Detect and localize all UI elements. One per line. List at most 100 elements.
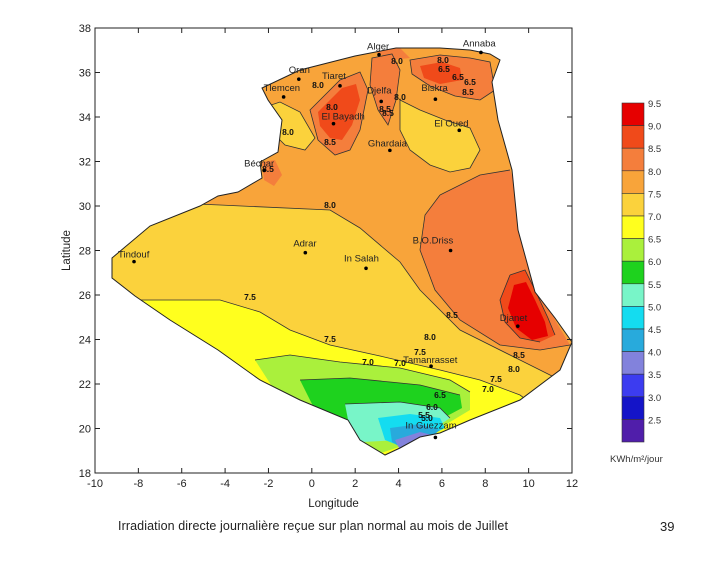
city-label: Tiaret — [322, 71, 346, 82]
city-label: Annaba — [463, 38, 496, 49]
legend-label: 3.5 — [648, 370, 661, 381]
contour-label: 8.5 — [513, 350, 525, 360]
contour-label: 8.0 — [312, 80, 324, 90]
city-marker — [132, 259, 136, 264]
legend-label: 6.0 — [648, 257, 661, 268]
legend-label: 3.0 — [648, 393, 661, 404]
legend-label: 5.5 — [648, 280, 661, 291]
city-label: In Guezzam — [405, 420, 456, 431]
contour-labels: 8.0 8.08.08.08.08.08.58.58.56.56.5 6.58.07… — [244, 55, 525, 423]
city-marker — [331, 121, 336, 126]
city-label: Tindouf — [118, 250, 150, 261]
y-tick-label: 24 — [79, 335, 91, 347]
city-marker — [379, 99, 384, 104]
y-tick-label: 28 — [79, 246, 91, 258]
legend-swatch — [621, 193, 645, 217]
x-tick-label: 8 — [482, 478, 488, 490]
city-label: Oran — [289, 65, 310, 76]
city-marker — [479, 50, 483, 55]
zone-8.5-bechar — [262, 160, 282, 186]
city-label: Alger — [367, 42, 389, 53]
legend-label: 7.0 — [648, 212, 661, 223]
city-marker — [281, 95, 286, 99]
legend-swatch — [621, 102, 645, 126]
zone-7.5-north — [400, 100, 480, 172]
contour-label: 7.0 — [482, 384, 494, 394]
zone-9.0-bayadh — [318, 84, 360, 140]
city-marker — [338, 84, 342, 88]
legend-swatch — [621, 147, 645, 172]
y-tick-label: 20 — [79, 424, 91, 436]
x-tick-label: 2 — [352, 478, 358, 490]
legend-swatch — [621, 419, 645, 443]
contour-label: 8.5 — [262, 164, 274, 174]
contour-label: 8.5 — [462, 87, 474, 97]
contour-label: 8.0 — [394, 92, 406, 102]
city-marker — [448, 248, 453, 253]
x-tick-label: 6 — [439, 478, 445, 490]
contour-label: 5.0 — [421, 413, 433, 423]
legend-label: 7.5 — [648, 189, 661, 200]
legend-swatch — [621, 215, 645, 239]
legend-label: 8.0 — [648, 167, 661, 178]
contour-label: 8.5 — [324, 137, 336, 147]
legend-label: 4.0 — [648, 348, 661, 359]
contour-label: 8.5 — [382, 108, 394, 118]
city-marker — [429, 364, 433, 369]
legend: 9.5 9.0 8.5 8.0 7.5 7.0 6.5 6.0 5.5 5.0 4.5 4.0 3.5 3… — [610, 99, 663, 465]
city-marker — [457, 128, 462, 133]
legend-swatch — [621, 283, 645, 307]
contour-label: 7.0 — [362, 357, 374, 367]
legend-label: 6.5 — [648, 235, 661, 246]
x-tick-label: -2 — [264, 478, 274, 490]
contour-label: 6.5 — [452, 72, 464, 82]
city-marker — [388, 148, 392, 153]
x-tick-label: 10 — [523, 478, 535, 490]
y-tick-label: 18 — [79, 468, 91, 480]
y-tick-label: 34 — [79, 112, 91, 124]
contour-label: 8.0 — [324, 200, 336, 210]
contour-label: 6.5 — [438, 64, 450, 74]
contour-label: 8.0 — [326, 102, 338, 112]
city-label: El Bayadh — [322, 112, 365, 123]
y-tick-label: 22 — [79, 379, 91, 391]
x-tick-label: -10 — [87, 478, 103, 490]
legend-label: 9.0 — [648, 122, 661, 133]
contour-label: 8.0 — [508, 364, 520, 374]
contour-label: 6.0 — [426, 402, 438, 412]
legend-swatch — [621, 351, 645, 375]
legend-swatch — [621, 260, 645, 285]
x-tick-label: -4 — [220, 478, 230, 490]
y-tick-label: 38 — [79, 23, 91, 35]
city-marker — [377, 52, 381, 57]
city-marker — [303, 250, 308, 255]
city-label: Ghardaia — [368, 138, 408, 149]
city-label: B.O.Driss — [413, 236, 454, 247]
contour-label: 8.5 — [446, 310, 458, 320]
contour-label: 8.0 — [424, 332, 436, 342]
axes: -10 -8 -6 -4 -2 0 2 4 6 8 10 1218202224262830323436… — [61, 23, 578, 510]
contour-label: 8.0 — [282, 127, 294, 137]
legend-swatch — [621, 396, 645, 420]
contour-label: 8.0 — [437, 55, 449, 65]
x-axis-title: Longitude — [308, 498, 359, 510]
city-marker — [433, 435, 438, 440]
city-label: Biskra — [421, 83, 448, 94]
legend-label: 2.5 — [648, 415, 661, 426]
zone-9.0-northeast — [420, 62, 462, 84]
city-label: Tamanrasset — [403, 355, 458, 366]
contour-label: 5.5 — [418, 410, 430, 420]
legend-swatch — [621, 306, 645, 330]
contour-label: 6.5 — [434, 390, 446, 400]
y-axis-title: Latitude — [61, 230, 73, 271]
contour-label: 7.0 — [394, 358, 406, 368]
legend-swatch — [621, 373, 645, 398]
contour-lines — [112, 53, 571, 419]
city-label: Adrar — [293, 239, 316, 250]
contour-label: 7.5 — [324, 334, 336, 344]
city-marker — [433, 97, 438, 101]
contour-label: 7.5 — [414, 347, 426, 357]
city-label: In Salah — [344, 253, 379, 264]
city-marker — [515, 324, 520, 328]
